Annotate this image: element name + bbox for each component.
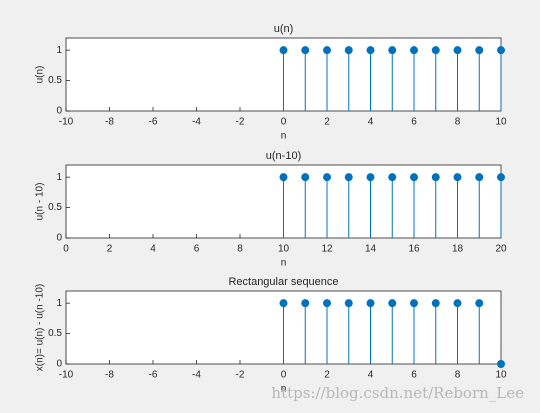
x-tick-label: 8 [455, 370, 461, 381]
stem-marker [410, 173, 418, 182]
y-axis-label: x(n)= u(n) - u(n -10) [35, 284, 46, 372]
x-tick-label: 0 [63, 244, 69, 255]
x-tick-label: 2 [324, 117, 330, 128]
stem-marker [453, 173, 462, 182]
chart-title: u(n-10) [266, 150, 301, 162]
stem-marker [497, 173, 505, 182]
x-tick-label: -8 [105, 117, 114, 128]
stem-marker [431, 46, 440, 55]
x-tick-label: -6 [149, 117, 158, 128]
x-tick-label: 4 [368, 370, 374, 381]
x-tick-label: -4 [192, 370, 201, 381]
x-tick-label: 10 [495, 370, 507, 381]
x-tick-label: 4 [150, 244, 156, 255]
x-axis-label: n [281, 384, 287, 395]
stem-marker [453, 299, 462, 308]
y-tick-label: 1 [56, 45, 62, 56]
stem-marker [323, 299, 331, 308]
x-tick-label: 8 [237, 244, 243, 255]
stem-marker [431, 299, 440, 308]
y-tick-label: 0.5 [48, 328, 62, 339]
stem-marker [323, 173, 331, 182]
stem-marker [344, 299, 353, 308]
x-tick-label: -8 [105, 370, 114, 381]
stem-marker [410, 299, 418, 308]
stem-marker [388, 173, 397, 182]
stem-marker [475, 299, 484, 308]
chart-title: Rectangular sequence [228, 276, 338, 288]
x-tick-label: 0 [281, 370, 287, 381]
x-tick-label: 18 [452, 244, 464, 255]
x-tick-label: 6 [411, 370, 417, 381]
stem-marker [475, 173, 484, 182]
x-tick-label: 12 [321, 244, 333, 255]
stem-marker [366, 46, 375, 55]
x-tick-label: 4 [368, 117, 374, 128]
chart-title: u(n) [274, 23, 294, 35]
stem-marker [497, 360, 505, 368]
stem-marker [323, 46, 331, 55]
x-tick-label: -2 [236, 117, 245, 128]
stem-marker [388, 46, 397, 55]
stem-marker [279, 299, 288, 308]
x-tick-label: 10 [495, 117, 507, 128]
x-tick-label: -10 [59, 117, 74, 128]
x-tick-label: 2 [324, 370, 330, 381]
x-axis-label: n [281, 131, 287, 142]
x-tick-label: -4 [192, 117, 201, 128]
stem-marker [366, 299, 375, 308]
x-tick-label: 6 [194, 244, 200, 255]
x-tick-label: 6 [411, 117, 417, 128]
y-tick-label: 0 [56, 359, 62, 370]
y-tick-label: 0 [56, 106, 62, 117]
stem-marker [431, 173, 440, 182]
stem-marker [410, 46, 418, 55]
x-axis-label: n [281, 258, 287, 269]
x-tick-label: -10 [59, 370, 74, 381]
x-tick-label: -6 [149, 370, 158, 381]
stem-marker [475, 46, 484, 55]
y-tick-label: 1 [56, 298, 62, 309]
y-tick-label: 1 [56, 172, 62, 183]
x-tick-label: 16 [408, 244, 420, 255]
y-tick-label: 0 [56, 233, 62, 244]
stem-marker [388, 299, 397, 308]
y-tick-label: 0.5 [48, 202, 62, 213]
stem-marker [453, 46, 462, 55]
x-tick-label: 20 [495, 244, 507, 255]
stem-marker [497, 46, 505, 55]
x-tick-label: 8 [455, 117, 461, 128]
x-tick-label: -2 [236, 370, 245, 381]
stem-marker [344, 46, 353, 55]
x-tick-label: 10 [278, 244, 290, 255]
x-tick-label: 14 [365, 244, 377, 255]
y-tick-label: 0.5 [48, 75, 62, 86]
stem-marker [301, 46, 310, 55]
stem-marker [366, 173, 375, 182]
y-axis-label: u(n) [35, 66, 46, 84]
y-axis-label: u(n - 10) [35, 183, 46, 221]
stem-marker [279, 173, 288, 182]
stem-marker [301, 299, 310, 308]
watermark: https://blog.csdn.net/Reborn_Lee [271, 384, 524, 402]
x-tick-label: 0 [281, 117, 287, 128]
stem-marker [344, 173, 353, 182]
x-tick-label: 2 [107, 244, 113, 255]
stem-marker [301, 173, 310, 182]
stem-marker [279, 46, 288, 55]
